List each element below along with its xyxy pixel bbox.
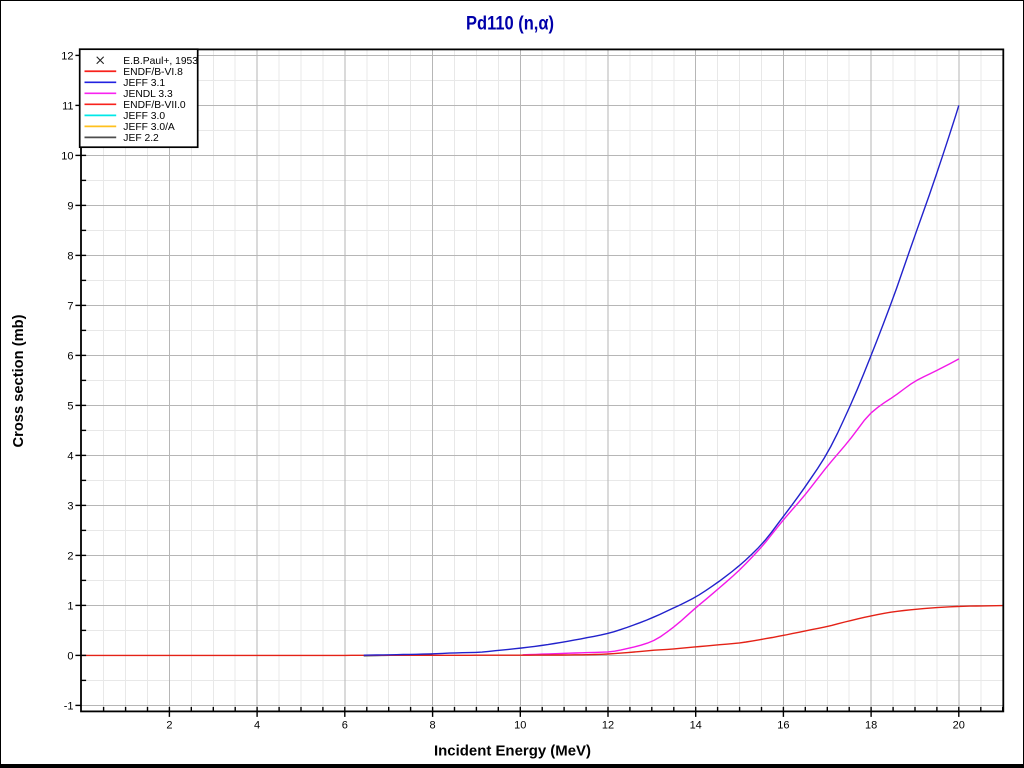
svg-text:Pd110 (n,α): Pd110 (n,α)	[466, 14, 554, 35]
svg-text:-1: -1	[64, 700, 74, 712]
svg-text:0: 0	[67, 650, 73, 662]
svg-text:16: 16	[777, 720, 789, 732]
svg-text:18: 18	[865, 720, 877, 732]
svg-text:4: 4	[254, 720, 260, 732]
svg-text:JEFF 3.0/A: JEFF 3.0/A	[123, 122, 175, 133]
svg-text:JEF 2.2: JEF 2.2	[123, 133, 159, 144]
svg-text:20: 20	[953, 720, 965, 732]
svg-text:10: 10	[61, 150, 73, 162]
svg-text:5: 5	[67, 400, 73, 412]
svg-text:8: 8	[430, 720, 436, 732]
svg-text:10: 10	[514, 720, 526, 732]
svg-text:3: 3	[67, 500, 73, 512]
svg-text:JENDL 3.3: JENDL 3.3	[123, 89, 173, 100]
svg-text:1: 1	[67, 600, 73, 612]
svg-text:2: 2	[166, 720, 172, 732]
svg-text:8: 8	[67, 250, 73, 262]
svg-text:9: 9	[67, 200, 73, 212]
svg-text:11: 11	[62, 100, 73, 112]
svg-text:JEFF 3.1: JEFF 3.1	[123, 78, 165, 89]
svg-text:4: 4	[67, 450, 73, 462]
svg-text:2: 2	[67, 550, 73, 562]
svg-text:JEFF 3.0: JEFF 3.0	[123, 111, 165, 122]
svg-text:12: 12	[602, 720, 614, 732]
svg-text:6: 6	[342, 720, 348, 732]
svg-text:7: 7	[67, 300, 73, 312]
svg-text:12: 12	[61, 50, 73, 62]
svg-text:Incident Energy (MeV): Incident Energy (MeV)	[434, 742, 591, 759]
svg-text:E.B.Paul+, 1953: E.B.Paul+, 1953	[123, 56, 198, 67]
svg-text:14: 14	[690, 720, 702, 732]
svg-text:Cross section (mb): Cross section (mb)	[10, 314, 27, 447]
svg-text:6: 6	[67, 350, 73, 362]
svg-text:ENDF/B-VII.0: ENDF/B-VII.0	[123, 100, 186, 111]
svg-text:ENDF/B-VI.8: ENDF/B-VI.8	[123, 67, 183, 78]
